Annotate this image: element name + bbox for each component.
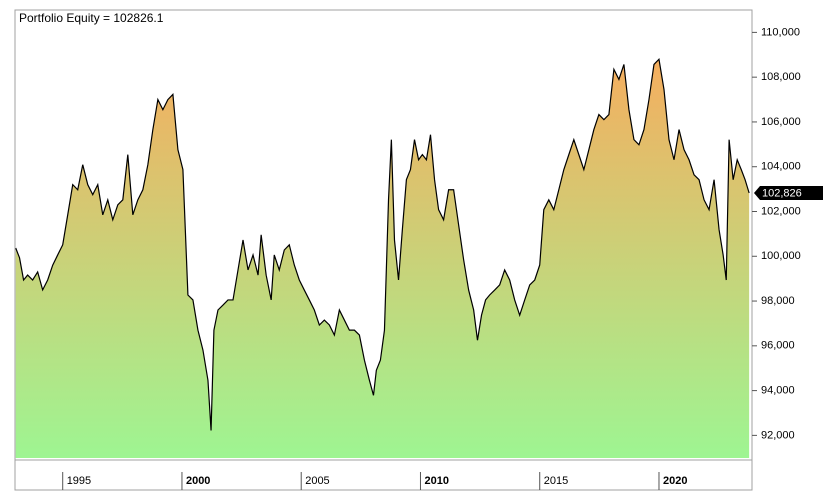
y-tick-label: 106,000	[761, 116, 801, 128]
area-fill	[15, 59, 750, 459]
x-tick-label: 2005	[305, 475, 329, 487]
last-value-box	[754, 185, 823, 200]
y-tick-label: 100,000	[761, 250, 801, 262]
y-tick-label: 102,000	[761, 205, 801, 217]
y-tick-label: 104,000	[761, 161, 801, 173]
chart-title: Portfolio Equity = 102826.1	[19, 11, 164, 25]
y-tick-label: 108,000	[761, 71, 801, 83]
y-tick-label: 98,000	[761, 295, 795, 307]
x-tick-label: 1995	[67, 475, 91, 487]
y-tick-label: 96,000	[761, 340, 795, 352]
x-tick-label: 2000	[186, 475, 210, 487]
x-tick-label: 2010	[424, 475, 448, 487]
y-tick-label: 94,000	[761, 385, 795, 397]
y-tick-label: 92,000	[761, 429, 795, 441]
x-tick-label: 2020	[663, 475, 687, 487]
equity-line	[15, 57, 750, 431]
last-value-label: 102,826	[762, 187, 802, 199]
x-tick-label: 2015	[544, 475, 568, 487]
frame	[14, 9, 753, 491]
plot-area	[15, 57, 750, 459]
y-tick-label: 110,000	[761, 26, 800, 38]
